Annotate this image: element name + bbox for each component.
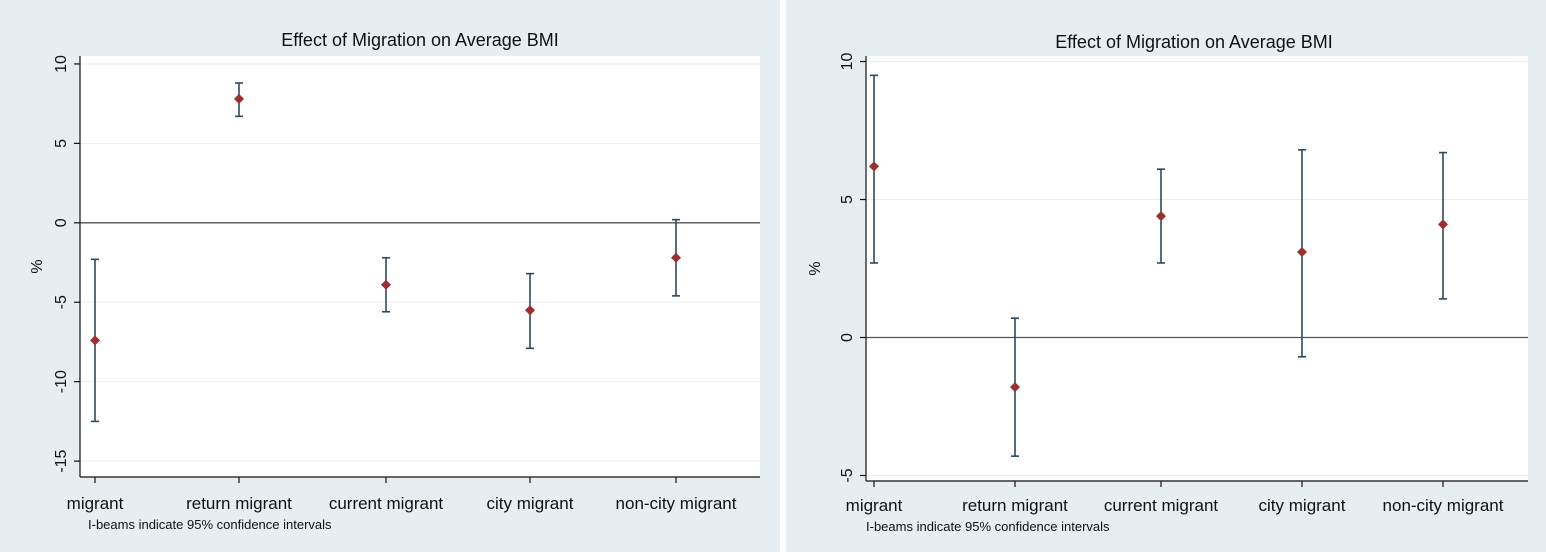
chart-panel-left: 10 5 0 -5 -10 -15 Effect of Migration on Avera… (0, 0, 780, 552)
left-y-tick-label: 10 (53, 55, 70, 73)
left-point-estimate (671, 252, 681, 263)
left-point-estimate (90, 335, 100, 346)
right-y-tick-label: -5 (839, 468, 856, 482)
right-point-estimate (1438, 219, 1448, 230)
left-category-label: current migrant (329, 494, 444, 513)
left-y-tick-label: -15 (53, 449, 70, 472)
right-y-tick-label: 0 (839, 333, 856, 342)
right-point-estimate (1156, 211, 1166, 222)
right-plot-area (866, 56, 1528, 481)
chart-left-svg: 10 5 0 -5 -10 -15 Effect of Migration on Avera… (29, 30, 760, 532)
left-plot-area (80, 56, 760, 477)
left-y-tick-label: -10 (53, 370, 70, 393)
left-chart-title: Effect of Migration on Average BMI (281, 30, 559, 50)
chart-panel-right: 10 5 0 -5 Effect of Migration on Average BMI… (786, 0, 1546, 552)
left-category-label: non-city migrant (616, 494, 737, 513)
left-point-estimate (381, 279, 391, 290)
right-category-label: non-city migrant (1383, 496, 1504, 515)
right-chart-note: I-beams indicate 95% confidence interval… (866, 519, 1110, 534)
right-y-tick-label: 5 (839, 195, 856, 204)
left-category-label: city migrant (487, 494, 574, 513)
right-point-estimate (869, 161, 879, 172)
right-y-axis-label: % (807, 261, 824, 275)
right-y-tick-label: 10 (839, 53, 856, 71)
left-y-axis-label: % (29, 259, 46, 273)
right-point-estimate (1297, 246, 1307, 257)
right-category-label: return migrant (962, 496, 1068, 515)
right-chart-title: Effect of Migration on Average BMI (1055, 32, 1333, 52)
left-category-label: migrant (67, 494, 124, 513)
left-point-estimate (234, 93, 244, 104)
chart-right-svg: 10 5 0 -5 Effect of Migration on Average BMI… (807, 32, 1528, 534)
right-point-estimate (1010, 382, 1020, 393)
left-point-estimate (525, 305, 535, 316)
left-y-tick-label: 0 (53, 218, 70, 227)
right-category-label: current migrant (1104, 496, 1219, 515)
right-category-label: migrant (846, 496, 903, 515)
left-y-tick-label: -5 (53, 295, 70, 309)
left-category-label: return migrant (186, 494, 292, 513)
left-chart-note: I-beams indicate 95% confidence interval… (88, 517, 332, 532)
right-category-label: city migrant (1259, 496, 1346, 515)
left-y-tick-label: 5 (53, 139, 70, 148)
